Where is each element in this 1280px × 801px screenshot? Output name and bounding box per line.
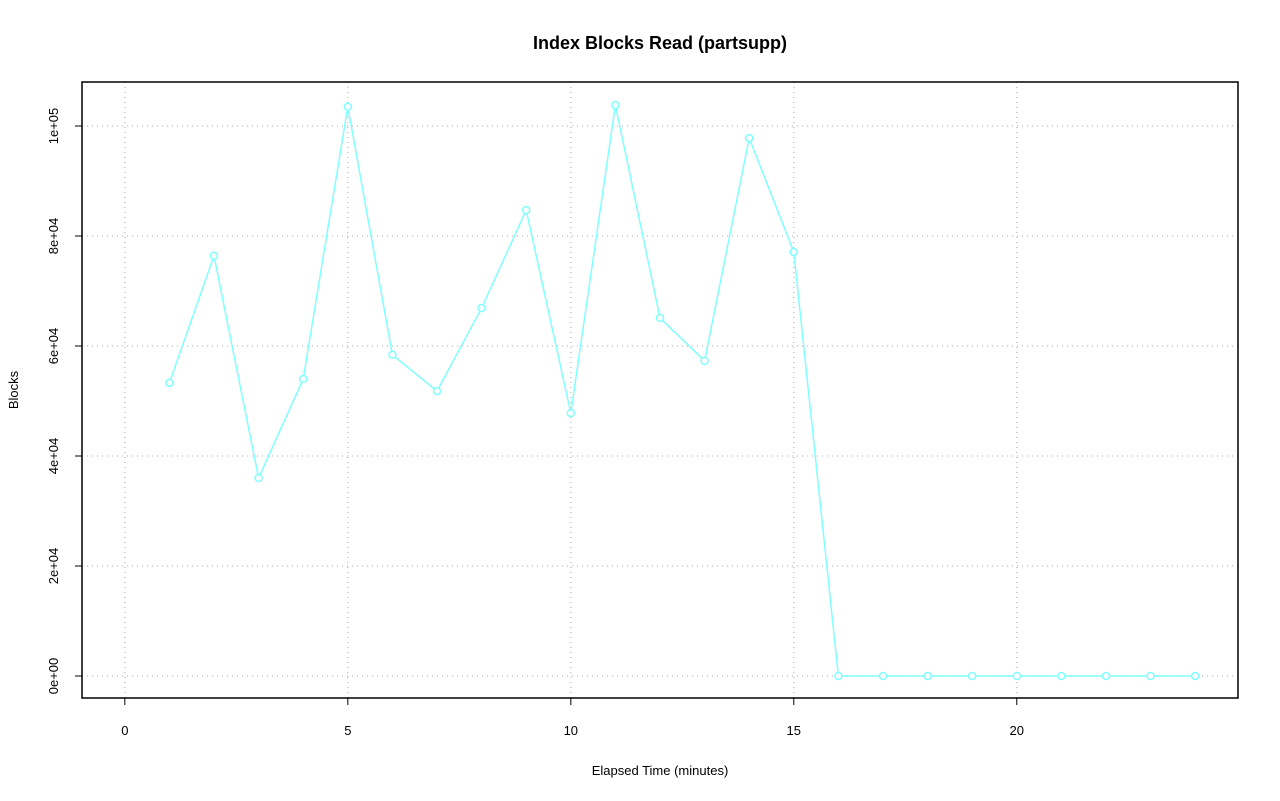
data-point [165, 378, 174, 388]
x-tick-label: 0 [121, 723, 128, 738]
data-point [611, 100, 620, 110]
x-axis-label: Elapsed Time (minutes) [592, 763, 729, 778]
data-point [343, 102, 353, 111]
y-tick-label: 4e+04 [46, 438, 61, 475]
y-tick-label: 0e+00 [46, 658, 61, 695]
data-point [209, 251, 219, 261]
y-tick-label: 8e+04 [46, 218, 61, 255]
data-point [1146, 671, 1155, 681]
data-point [923, 671, 932, 681]
x-tick-label: 5 [344, 723, 351, 738]
data-point [655, 313, 665, 323]
x-tick-label: 10 [564, 723, 578, 738]
data-point [1101, 671, 1111, 681]
y-tick-label: 2e+04 [46, 548, 61, 585]
y-tick-label: 6e+04 [46, 328, 61, 365]
data-point [1190, 671, 1200, 681]
data-point [521, 205, 531, 215]
x-tick-label: 15 [787, 723, 801, 738]
data-line [168, 104, 1196, 677]
data-point [477, 303, 486, 313]
data-point [388, 350, 397, 360]
data-point [744, 133, 754, 143]
data-point [700, 356, 709, 366]
chart-title: Index Blocks Read (partsupp) [533, 33, 787, 53]
data-point [1012, 671, 1022, 681]
plot-frame [81, 81, 1239, 699]
data-point [298, 374, 308, 384]
y-axis-label: Blocks [6, 370, 21, 409]
data-point [254, 473, 263, 483]
data-point [834, 671, 843, 681]
data-point [566, 408, 576, 418]
data-point [789, 247, 799, 257]
y-tick-label: 1e+05 [46, 108, 61, 145]
x-tick-label: 20 [1010, 723, 1024, 738]
data-point [878, 671, 888, 681]
data-point [967, 671, 977, 681]
data-point [1057, 671, 1066, 681]
data-point [432, 386, 442, 396]
